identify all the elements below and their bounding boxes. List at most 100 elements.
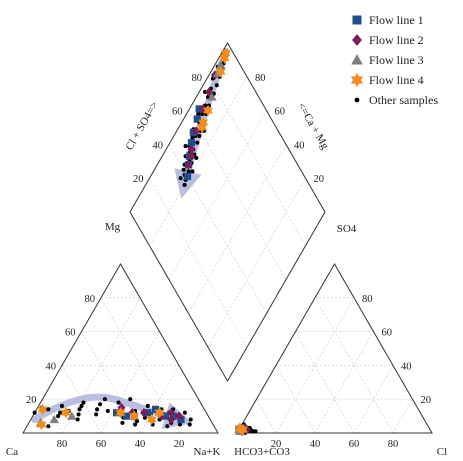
- flow-line-4-point: [129, 410, 140, 422]
- legend-label: Flow line 2: [369, 33, 424, 47]
- flow-line-4-point: [197, 121, 208, 134]
- flow-line-1-point: [193, 115, 201, 123]
- diamond: [129, 41, 326, 383]
- other-samples-point: [197, 133, 202, 138]
- grid-layer: [42, 76, 413, 434]
- flow-line-3-point: [215, 60, 226, 69]
- gridline: [314, 331, 374, 434]
- gridline: [188, 110, 287, 280]
- legend-label: Flow line 3: [369, 53, 424, 67]
- flow-line-2-point: [187, 151, 196, 161]
- flow-line-4-point: [215, 66, 226, 78]
- other-samples-point: [32, 410, 37, 415]
- cation-bottom-tick: 80: [57, 439, 68, 450]
- flow-line-2-point: [192, 126, 201, 136]
- flow-line-2-point: [184, 160, 193, 170]
- label-na-k: Na+K: [194, 446, 221, 458]
- cation-left-tick: 20: [26, 395, 37, 406]
- flow-line-2-point: [139, 408, 148, 418]
- other-samples-point: [253, 429, 258, 434]
- other-samples-point: [165, 424, 170, 429]
- anion-right-tick: 40: [401, 361, 412, 372]
- flow-line-1-point: [177, 415, 185, 424]
- legend-marker: [352, 15, 362, 25]
- flow-line-2-point: [199, 104, 208, 114]
- other-samples-point: [76, 412, 81, 417]
- cation-left-tick: 80: [85, 294, 96, 305]
- diamond-right-tick: 80: [255, 73, 266, 84]
- diamond-left-tick: 40: [153, 140, 164, 151]
- other-samples-point: [190, 169, 195, 174]
- label-cl: Cl: [437, 446, 447, 458]
- other-samples-point: [133, 422, 138, 427]
- other-samples-point: [120, 420, 125, 425]
- cation-bottom-tick: 20: [174, 439, 185, 450]
- gridline: [188, 144, 287, 314]
- legend-label: Flow line 4: [369, 73, 424, 87]
- diamond-right-tick: 60: [275, 107, 286, 118]
- other-samples-point: [77, 407, 82, 412]
- legend-marker: [352, 34, 362, 46]
- flow-line-4-point: [219, 52, 230, 64]
- other-samples-point: [183, 144, 188, 149]
- flow-line-2-point: [128, 408, 137, 418]
- flow-line-2-point: [167, 414, 176, 425]
- anion-triangle: [236, 262, 433, 434]
- other-samples-point: [214, 83, 219, 88]
- anion-bottom-tick: 80: [388, 439, 399, 450]
- flow-line-1-point: [189, 128, 197, 137]
- gridline: [42, 399, 63, 434]
- flow-line-2-point: [175, 411, 183, 421]
- gridline: [353, 365, 394, 434]
- flow-line-1-point: [152, 405, 160, 413]
- label-ca: Ca: [6, 446, 18, 458]
- diamond-left-tick: 80: [192, 73, 203, 84]
- gridline: [295, 331, 355, 434]
- flow-line-1-point: [169, 412, 177, 420]
- gridline: [61, 365, 102, 434]
- other-samples-point: [187, 422, 192, 427]
- flow-line-4-point: [154, 407, 165, 419]
- flow-line-3-point: [67, 411, 77, 420]
- flow-line-4-point: [220, 47, 231, 59]
- legend-marker: [351, 54, 363, 65]
- other-samples-point: [194, 155, 199, 160]
- flow-line-3-point: [49, 414, 59, 424]
- tick-labels: 20 20 20 20 20 20 40 40 40 40 40 40 60 60 60 60 60 60 80 80…: [26, 73, 431, 450]
- flow-line-2-point: [187, 144, 196, 155]
- flow-line-4-point: [198, 116, 209, 129]
- flow-line-4-point: [60, 407, 71, 419]
- flow-line-4-point: [36, 418, 47, 431]
- gridline: [149, 76, 248, 246]
- anion-right-tick: 80: [362, 294, 373, 305]
- flow-line-3-point: [207, 92, 217, 101]
- gridline: [275, 297, 355, 434]
- other-samples-point: [58, 410, 63, 415]
- anion-bottom-tick: 40: [310, 439, 321, 450]
- other-samples-point: [188, 417, 193, 422]
- gridline: [100, 331, 160, 434]
- other-samples-point: [79, 403, 84, 408]
- other-samples-point: [178, 176, 183, 181]
- diamond-right-tick: 40: [294, 140, 305, 151]
- flow-line-4-point: [115, 407, 126, 419]
- other-samples-point: [95, 407, 100, 412]
- other-samples-point: [102, 397, 107, 402]
- label-mg: Mg: [105, 221, 121, 233]
- gridline: [207, 76, 306, 246]
- gridline: [178, 399, 199, 434]
- gridline: [149, 178, 248, 348]
- flow-line-4-point: [37, 403, 48, 416]
- other-samples-point: [182, 410, 187, 415]
- other-samples-point: [186, 169, 191, 174]
- anion-bottom-tick: 20: [271, 439, 282, 450]
- gridline: [81, 331, 141, 434]
- cation-bottom-tick: 40: [135, 439, 146, 450]
- other-samples-point: [94, 412, 99, 417]
- data-points: [32, 47, 258, 436]
- legend: Flow line 1 Flow line 2 Flow line 3 Flow li…: [350, 13, 438, 107]
- label-hco3-co3: HCO3+CO3: [234, 446, 290, 458]
- anion-right-tick: 60: [382, 328, 393, 339]
- other-samples-point: [46, 424, 51, 429]
